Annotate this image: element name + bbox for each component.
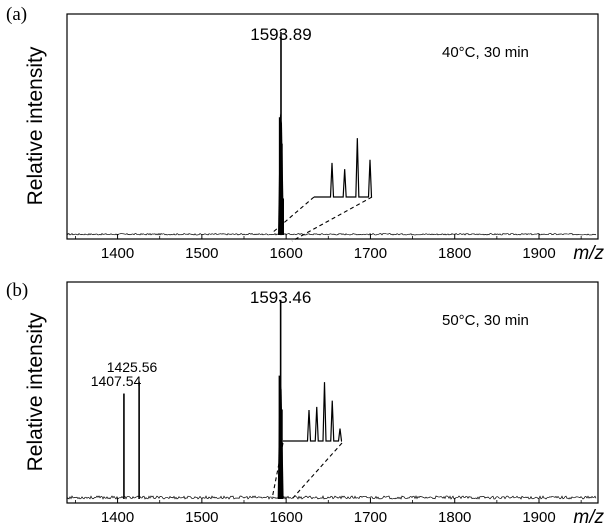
inset-isotope-trace (314, 138, 373, 198)
main-peak-cluster (277, 379, 284, 499)
panel-tag: (a) (6, 4, 27, 25)
y-axis-label: Relative intensity (24, 46, 47, 205)
plot-frame (66, 281, 599, 504)
panel-tag: (b) (6, 280, 28, 301)
baseline-noise (67, 495, 597, 500)
peak-label: 1425.56 (107, 359, 158, 375)
x-tick-label: 1400 (101, 245, 134, 262)
spectrum-panel-b: (b) Relative intensity 1400 1500 1600 1700 180… (6, 280, 604, 527)
condition-annotation: 40°C, 30 min (442, 44, 529, 61)
x-axis-label: m/z (573, 243, 604, 264)
main-peak-cluster (277, 113, 284, 235)
x-tick-label: 1900 (522, 245, 555, 262)
x-tick-label: 1800 (438, 509, 471, 526)
inset-zoom-line (291, 196, 373, 242)
inset-zoom-line (271, 196, 315, 234)
spectrum-panel-a: (a) Relative intensity 1400 1500 1600 1700 180… (6, 4, 604, 264)
peak-label: 1593.89 (250, 25, 311, 44)
x-tick-label: 1500 (185, 245, 218, 262)
x-tick-label: 1700 (354, 245, 387, 262)
inset-zoom-line (291, 442, 343, 500)
isotope-inset (271, 138, 373, 242)
x-axis-label: m/z (573, 507, 604, 527)
x-tick-label: 1900 (522, 509, 555, 526)
y-axis-label: Relative intensity (24, 312, 47, 471)
x-tick-label: 1800 (438, 245, 471, 262)
x-tick-label: 1600 (269, 509, 302, 526)
inset-zoom-line (271, 442, 284, 500)
peak-label: 1593.46 (250, 288, 311, 307)
plot-frame (66, 13, 599, 240)
inset-isotope-trace (283, 382, 343, 442)
x-tick-label: 1600 (269, 245, 302, 262)
x-tick-label: 1400 (101, 509, 134, 526)
isotope-inset (271, 382, 343, 500)
peak-label: 1407.54 (91, 373, 142, 389)
condition-annotation: 50°C, 30 min (442, 312, 529, 329)
x-tick-label: 1500 (185, 509, 218, 526)
baseline-noise (67, 232, 597, 236)
x-tick-label: 1700 (354, 509, 387, 526)
